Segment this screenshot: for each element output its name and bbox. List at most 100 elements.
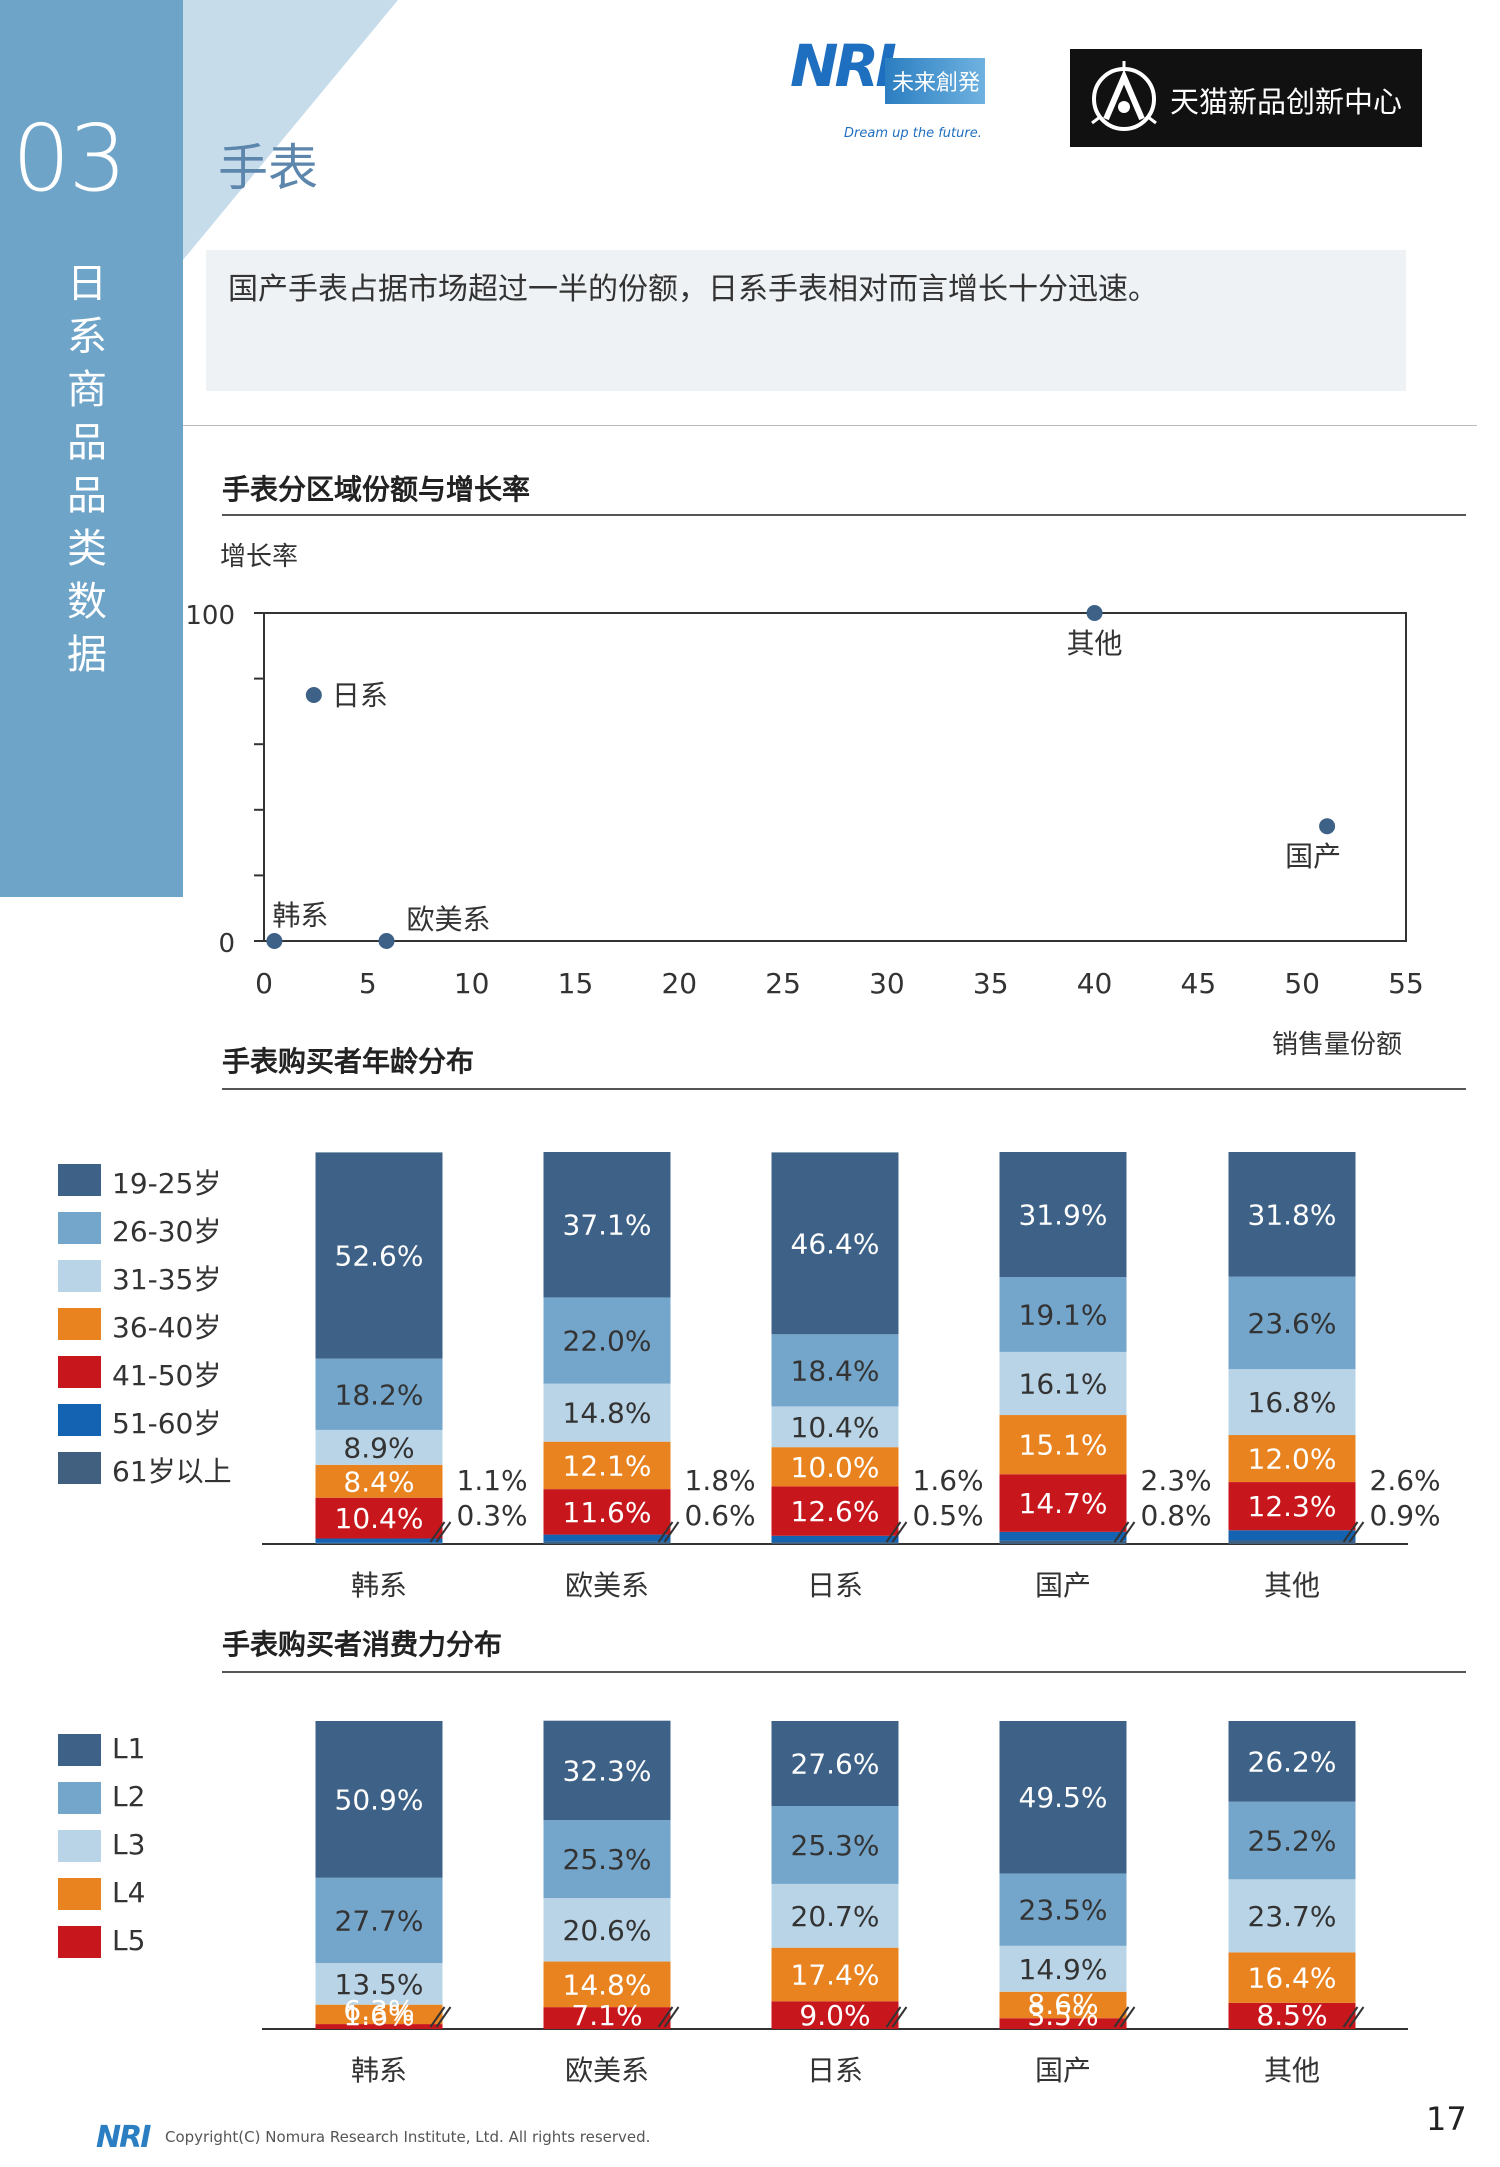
bar-segment [543, 1720, 671, 1821]
bar-segment [315, 2024, 443, 2029]
bar-value-label: 15.1% [1019, 1429, 1108, 1462]
page-title: 手表 [218, 139, 318, 197]
bar-segment [315, 2004, 443, 2025]
bar-value-label: 25.3% [563, 1843, 652, 1876]
bar-segment [315, 1542, 443, 1544]
bar-segment [771, 1447, 899, 1487]
income-heading: 手表购买者消费力分布 [222, 1628, 503, 1661]
bar-value-label: 7.1% [571, 1999, 642, 2032]
nri-logo: NRI 未来創発 Dream up the future. [788, 32, 988, 142]
scatter-point [266, 933, 283, 949]
bar-small-value-label: 0.8% [1141, 1499, 1212, 1532]
scatter-point [305, 687, 322, 703]
bar-value-label: 50.9% [335, 1783, 424, 1816]
legend-label: L4 [112, 1876, 146, 1909]
scatter-point [378, 933, 395, 949]
bar-segment [315, 1497, 443, 1539]
bar-segment [315, 1464, 443, 1498]
bar-small-value-label: 1.1% [457, 1464, 528, 1497]
bar-segment [1228, 1435, 1356, 1483]
bar-segment [315, 1963, 443, 2005]
section-title: 日 系 商 品 品 类 数 据 [62, 258, 112, 682]
leader-line [891, 1521, 908, 1543]
legend-swatch [58, 1878, 101, 1910]
y-tick-label: 0 [218, 929, 235, 959]
bar-segment [771, 1334, 899, 1407]
bar-segment [543, 1441, 671, 1490]
bar-value-label: 12.3% [1248, 1490, 1337, 1523]
legend-swatch [58, 1926, 101, 1958]
bar-small-value-label: 2.3% [1141, 1464, 1212, 1497]
legend-label: 19-25岁 [112, 1167, 222, 1200]
leader-line [657, 1521, 674, 1543]
bar-small-value-label: 0.3% [457, 1499, 528, 1532]
bar-segment [1228, 1879, 1356, 1953]
leader-line [663, 1521, 680, 1543]
bar-segment [999, 1351, 1127, 1416]
divider [183, 425, 1477, 426]
x-tick-label: 0 [255, 967, 273, 1000]
category-label: 欧美系 [565, 2054, 649, 2087]
bar-segment [1228, 1530, 1356, 1541]
page-number: 17 [1426, 2100, 1467, 2138]
bar-segment [543, 2007, 671, 2029]
bar-segment [999, 1152, 1127, 1278]
bar-small-value-label: 0.9% [1370, 1499, 1441, 1532]
leader-line [1342, 2006, 1359, 2028]
leader-line [1113, 1521, 1130, 1543]
section-sidebar [0, 0, 183, 897]
bar-small-value-label: 2.6% [1370, 1464, 1441, 1497]
summary-box [206, 250, 1406, 391]
bar-value-label: 8.4% [343, 1465, 414, 1498]
scatter-xlabel: 销售量份额 [1272, 1030, 1403, 1060]
legend-swatch [58, 1734, 101, 1766]
bar-value-label: 18.2% [335, 1378, 424, 1411]
tmall-logo-text: 天猫新品创新中心 [1170, 85, 1403, 119]
category-label: 其他 [1264, 2054, 1320, 2087]
leader-line [435, 2006, 452, 2028]
section-title-char: 系 [67, 314, 107, 360]
bar-value-label: 46.4% [791, 1227, 880, 1260]
section-title-char: 类 [67, 526, 107, 572]
bar-segment [543, 1383, 671, 1442]
legend-label: L2 [112, 1780, 146, 1813]
section-title-char: 商 [67, 367, 107, 413]
bar-segment [1228, 1952, 1356, 2003]
bar-value-label: 22.0% [563, 1325, 652, 1358]
bar-value-label: 16.1% [1019, 1367, 1108, 1400]
bar-value-label: 10.0% [791, 1451, 880, 1484]
bar-value-label: 11.6% [563, 1496, 652, 1529]
bar-segment [1228, 1801, 1356, 1880]
bar-value-label: 25.3% [791, 1829, 880, 1862]
age-stacked-bar-chart: 10.4% 8.4%8.9% 18.2% 52.6% 0.3%1.1% 韩系 11.6% 12… [262, 1152, 1441, 1602]
legend-label: L1 [112, 1732, 146, 1765]
y-tick-label: 100 [185, 601, 235, 631]
summary-text: 国产手表占据市场超过一半的份额，日系手表相对而言增长十分迅速。 [228, 272, 1158, 307]
legend-swatch [58, 1308, 101, 1340]
category-label: 其他 [1264, 1569, 1320, 1602]
legend-swatch [58, 1212, 101, 1244]
bar-value-label: 31.8% [1248, 1198, 1337, 1231]
bar-segment [543, 1534, 671, 1542]
tmall-emblem-icon [1091, 61, 1157, 131]
bar-segment [771, 1883, 899, 1948]
x-tick-label: 25 [765, 967, 801, 1000]
leader-line [885, 1521, 902, 1543]
bar-segment [543, 1961, 671, 2008]
legend-label: 41-50岁 [112, 1359, 222, 1392]
nri-logo-text: NRI [790, 32, 897, 100]
bar-segment [543, 1820, 671, 1899]
heading-rule [222, 1088, 1466, 1090]
bar-segment [999, 1945, 1127, 1992]
x-tick-label: 55 [1388, 967, 1424, 1000]
x-tick-label: 5 [359, 967, 377, 1000]
bar-segment [999, 1531, 1127, 1541]
section-title-char: 品 [67, 473, 107, 519]
bar-small-value-label: 0.6% [685, 1499, 756, 1532]
bar-value-label: 18.4% [791, 1354, 880, 1387]
scatter-point [1086, 605, 1103, 621]
legend-label: 26-30岁 [112, 1215, 222, 1248]
legend-swatch [58, 1164, 101, 1196]
bar-value-label: 14.7% [1019, 1487, 1108, 1520]
bar-segment [999, 1873, 1127, 1946]
